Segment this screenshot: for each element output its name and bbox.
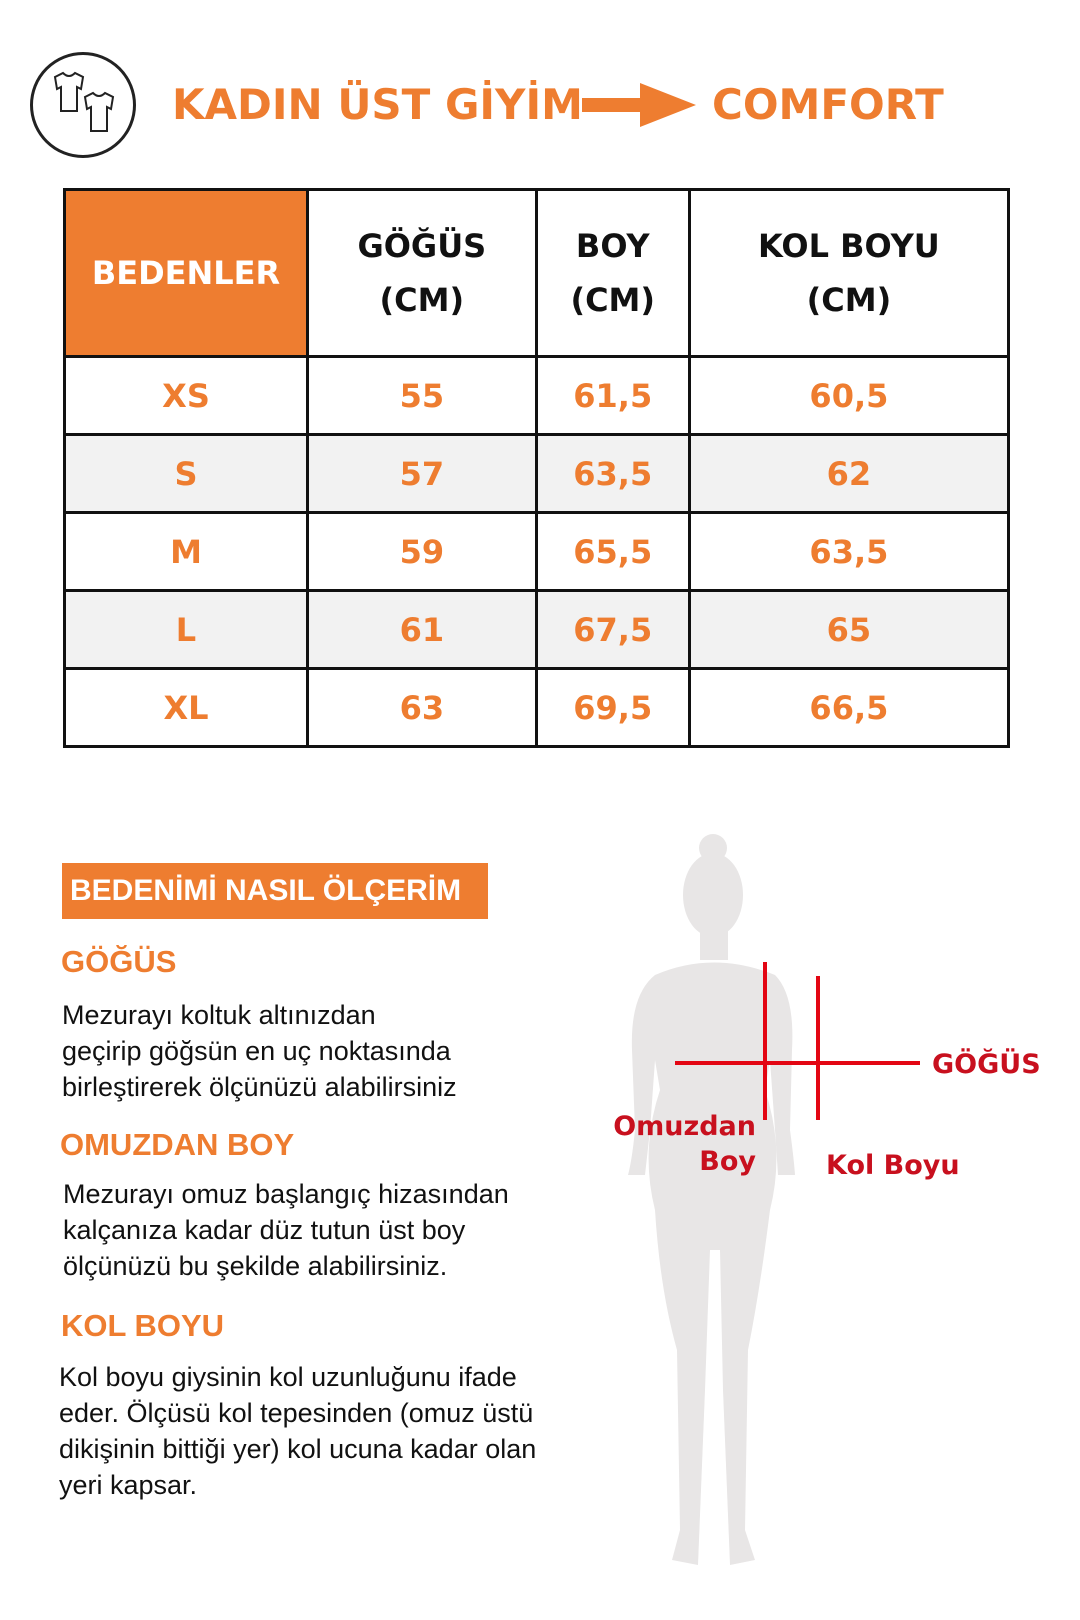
section-text-sleeve: Kol boyu giysinin kol uzunluğunu ifade ed… xyxy=(59,1362,537,1500)
header-length: BOY (CM) xyxy=(534,188,691,358)
table-row: XL 63 69,5 66,5 xyxy=(63,667,1011,748)
header-sizes: BEDENLER xyxy=(63,188,309,358)
t-shirts-icon xyxy=(30,52,136,158)
page-title: KADIN ÜST GİYİM xyxy=(172,80,583,129)
label-shoulder-1: Omuzdan xyxy=(613,1111,756,1142)
silhouette xyxy=(628,834,795,1565)
table-row: XS 55 61,5 60,5 xyxy=(63,355,1011,436)
header-chest: GÖĞÜS (CM) xyxy=(306,188,538,358)
section-heading-chest: GÖĞÜS xyxy=(61,944,177,979)
body-silhouette-figure: GÖĞÜS Omuzdan Boy Kol Boyu xyxy=(613,834,1041,1565)
size-table: BEDENLER GÖĞÜS (CM) BOY (CM) KOL BOYU (CM) … xyxy=(63,188,1011,748)
table-header: BEDENLER GÖĞÜS (CM) BOY (CM) KOL BOYU (CM) xyxy=(63,188,1011,358)
table-row: S 57 63,5 62 xyxy=(63,433,1011,514)
section-text-length: Mezurayı omuz başlangıç hizasından kalçan… xyxy=(63,1179,509,1281)
section-heading-length: OMUZDAN BOY xyxy=(60,1127,295,1162)
arrow-right-icon xyxy=(582,83,696,127)
header-sleeve: KOL BOYU (CM) xyxy=(687,188,1011,358)
table-row: L 61 67,5 65 xyxy=(63,589,1011,670)
section-heading-sleeve: KOL BOYU xyxy=(61,1308,225,1343)
guide-title: BEDENİMİ NASIL ÖLÇERİM xyxy=(62,863,488,919)
brand-name: COMFORT xyxy=(712,80,944,129)
table-row: M 59 65,5 63,5 xyxy=(63,511,1011,592)
section-text-chest: Mezurayı koltuk altınızdan geçirip göğsün… xyxy=(62,1000,457,1102)
label-sleeve: Kol Boyu xyxy=(826,1150,960,1181)
label-shoulder-2: Boy xyxy=(699,1146,756,1177)
label-chest: GÖĞÜS xyxy=(932,1047,1041,1080)
